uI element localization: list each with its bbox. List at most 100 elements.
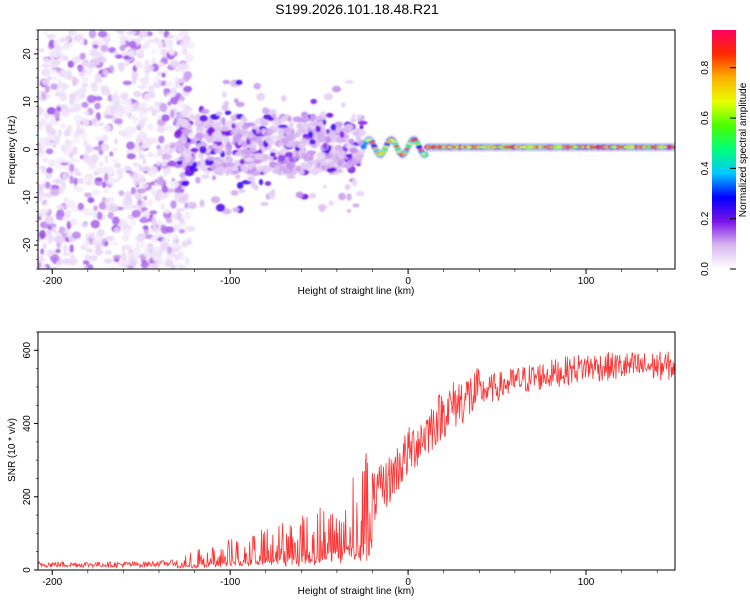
heatmap-cell (113, 254, 122, 259)
y-tick-label: 600 (22, 342, 33, 359)
heatmap-cell (81, 82, 89, 88)
heatmap-cell (357, 120, 368, 125)
heatmap-cell (103, 173, 109, 182)
heatmap-cell (195, 176, 201, 184)
heatmap-cell (343, 162, 352, 169)
heatmap-cell (286, 174, 296, 179)
heatmap-cell (128, 40, 137, 49)
heatmap-cell (322, 142, 328, 150)
heatmap-cell (185, 149, 191, 154)
heatmap-cell (127, 50, 136, 58)
heatmap-cell (383, 145, 389, 149)
heatmap-cell (225, 170, 230, 176)
heatmap-cell (38, 124, 43, 130)
heatmap-cell (178, 229, 186, 234)
heatmap-cell (92, 44, 99, 49)
heatmap-cell (103, 36, 111, 44)
heatmap-cell (339, 131, 345, 138)
heatmap-cell (169, 59, 180, 68)
heatmap-cell (386, 140, 391, 143)
heatmap-cell (175, 207, 186, 212)
heatmap-cell (287, 116, 292, 122)
heatmap-cell (77, 177, 84, 185)
heatmap-cell (170, 109, 175, 119)
colorbar-bar (712, 30, 736, 269)
heatmap-cell (334, 144, 343, 151)
heatmap-cell (271, 113, 277, 119)
heatmap-cell (180, 196, 189, 202)
heatmap-cell (141, 140, 149, 150)
heatmap-cell (190, 147, 199, 153)
heatmap-cell (89, 254, 98, 261)
heatmap-cell (276, 161, 282, 166)
heatmap-cell (318, 204, 326, 213)
heatmap-cell (61, 69, 69, 79)
heatmap-cell (343, 137, 350, 144)
heatmap-cell (38, 261, 42, 269)
heatmap-cell (79, 209, 90, 214)
heatmap-cell (204, 159, 214, 166)
heatmap-cell (80, 222, 88, 227)
spectrogram-ylabel: Frequency (Hz) (7, 116, 18, 185)
heatmap-cell (71, 231, 81, 239)
heatmap-cell (57, 79, 63, 85)
heatmap-cell (161, 144, 171, 153)
heatmap-cell (186, 106, 193, 112)
heatmap-cell (181, 180, 190, 185)
heatmap-cell (38, 137, 49, 142)
heatmap-cell (113, 138, 118, 145)
heatmap-cell (118, 129, 128, 137)
heatmap-cell (121, 245, 126, 253)
heatmap-cell (212, 130, 222, 137)
heatmap-cell (336, 168, 344, 174)
heatmap-cell (55, 248, 61, 254)
heatmap-cell (192, 161, 198, 168)
spectrogram-xlabel: Height of straight line (km) (298, 286, 415, 297)
heatmap-cell (159, 243, 167, 252)
heatmap-cell (199, 146, 207, 154)
heatmap-cell (143, 195, 148, 201)
heatmap-cell (372, 147, 378, 150)
heatmap-cell (269, 152, 276, 157)
heatmap-cell (244, 157, 254, 163)
heatmap-cell (87, 197, 95, 204)
heatmap-cell (164, 258, 174, 267)
heatmap-cell (42, 242, 47, 250)
heatmap-cell (248, 143, 257, 150)
heatmap-cell (115, 54, 123, 59)
heatmap-cell (71, 205, 80, 213)
heatmap-cell (317, 120, 324, 127)
heatmap-cell (173, 211, 183, 220)
heatmap-cell (346, 193, 352, 201)
heatmap-cell (226, 149, 232, 157)
heatmap-cell (38, 183, 46, 190)
heatmap-cell (253, 82, 262, 90)
heatmap-cell (126, 30, 137, 36)
heatmap-cell (61, 109, 70, 117)
heatmap-cell (179, 119, 190, 128)
heatmap-cell (159, 192, 170, 199)
heatmap-cell (44, 215, 55, 225)
heatmap-cell (44, 85, 50, 93)
heatmap-cell (67, 160, 73, 165)
heatmap-cell (214, 135, 224, 142)
heatmap-cell (117, 218, 128, 227)
heatmap-cell (326, 168, 335, 173)
x-tick-label: -100 (220, 276, 240, 287)
heatmap-cell (301, 153, 308, 159)
heatmap-cell (211, 120, 222, 129)
heatmap-cell (113, 227, 120, 233)
heatmap-cell (221, 91, 227, 98)
heatmap-cell (256, 165, 264, 173)
heatmap-cell (320, 159, 326, 166)
heatmap-cell (41, 92, 47, 100)
heatmap-cell (199, 199, 205, 208)
heatmap-cell (355, 135, 362, 143)
heatmap-cell (156, 178, 164, 185)
heatmap-cell (235, 174, 241, 180)
heatmap-cell (114, 162, 122, 169)
heatmap-cell (166, 252, 173, 261)
heatmap-cell (161, 185, 168, 194)
heatmap-cell (94, 177, 103, 182)
heatmap-cell (235, 79, 243, 86)
